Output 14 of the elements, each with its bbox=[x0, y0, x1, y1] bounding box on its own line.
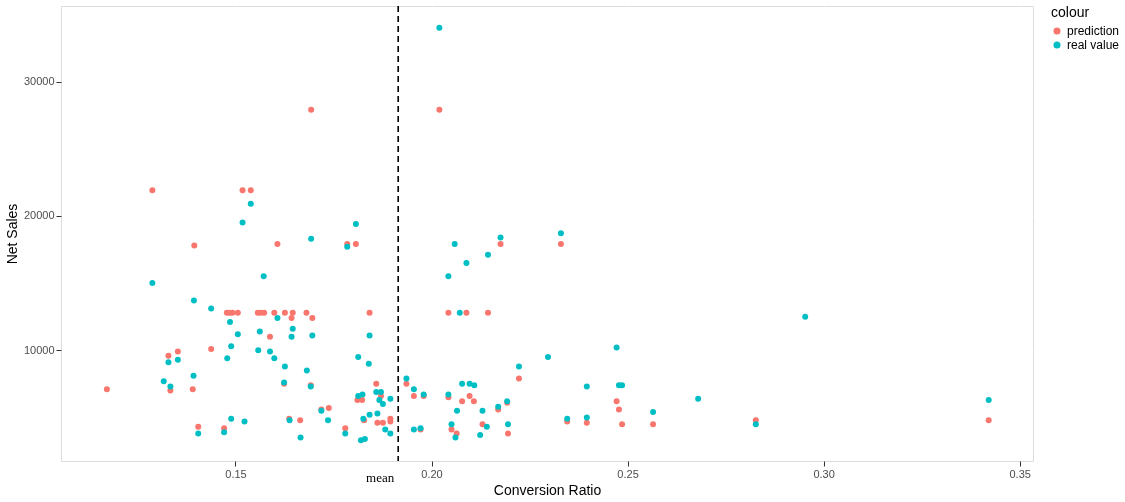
x-tick-label: 0.15 bbox=[225, 467, 247, 480]
x-axis-title: Conversion Ratio bbox=[493, 481, 602, 498]
legend-title: colour bbox=[1051, 4, 1090, 20]
ref-line-label: mean bbox=[366, 470, 395, 485]
x-tick-label: 0.35 bbox=[1009, 467, 1031, 480]
y-tick-label: 20000 bbox=[23, 209, 55, 222]
legend-label: real value bbox=[1067, 38, 1120, 52]
y-tick-label: 10000 bbox=[23, 343, 55, 356]
x-tick-label: 0.25 bbox=[617, 467, 639, 480]
x-tick-label: 0.20 bbox=[421, 467, 443, 480]
y-tick-label: 30000 bbox=[23, 75, 55, 88]
y-axis-title: Net Sales bbox=[3, 203, 20, 265]
legend-label: prediction bbox=[1067, 24, 1120, 38]
x-tick-label: 0.30 bbox=[813, 467, 835, 480]
